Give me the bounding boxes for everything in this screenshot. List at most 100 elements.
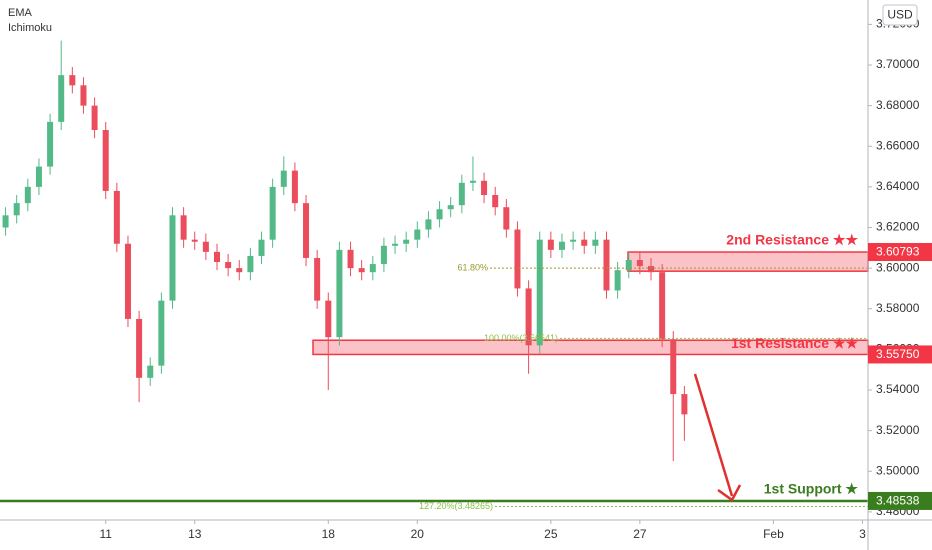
y-tick-label: 3.54000 xyxy=(876,382,920,396)
candle-body xyxy=(69,75,76,86)
y-tick-label: 3.66000 xyxy=(876,138,920,152)
fib-label: 100.00%(3.56541) xyxy=(484,333,558,343)
y-tick-label: 3.70000 xyxy=(876,57,920,71)
candle-body xyxy=(113,190,120,244)
candle-body xyxy=(2,215,9,228)
y-tick-label: 3.58000 xyxy=(876,301,920,315)
projection-arrow-head xyxy=(717,484,742,502)
level-name: 1st Support ★ xyxy=(764,481,859,497)
candle-body xyxy=(481,180,488,195)
candle-body xyxy=(614,270,621,291)
y-tick-label: 3.62000 xyxy=(876,220,920,234)
price-tag xyxy=(868,243,932,262)
candle-body xyxy=(503,207,510,230)
candle-body xyxy=(358,268,365,273)
candle-body xyxy=(547,239,554,250)
candle-body xyxy=(325,300,332,338)
x-tick-label: 25 xyxy=(544,527,558,541)
candle-body xyxy=(47,121,54,167)
candle-body xyxy=(336,249,343,338)
level-name: 2nd Resistance ★★ xyxy=(726,232,858,248)
currency-label: USD xyxy=(887,8,913,22)
level-name: 1st Resistance ★★ xyxy=(731,335,858,351)
price-tag-label: 3.48538 xyxy=(876,494,920,508)
x-tick-label: 20 xyxy=(411,527,425,541)
candle-body xyxy=(347,249,354,269)
candle-body xyxy=(147,365,154,378)
axes: 3.480003.500003.520003.540003.560003.580… xyxy=(99,4,920,541)
candle-body xyxy=(180,215,187,240)
candle-body xyxy=(659,272,666,340)
candle-body xyxy=(124,243,131,319)
candle-body xyxy=(403,239,410,244)
candle-body xyxy=(214,251,220,263)
candle-body xyxy=(369,264,376,273)
candle-body xyxy=(592,239,599,246)
candle-body xyxy=(91,105,98,130)
y-tick-label: 3.68000 xyxy=(876,98,920,112)
candle-body xyxy=(291,170,298,204)
fib-label: 127.20%(3.48265) xyxy=(419,501,493,511)
candle-body xyxy=(102,130,109,191)
candle-body xyxy=(436,209,443,220)
candle-body xyxy=(247,255,254,273)
overlay xyxy=(490,267,868,507)
candle-body xyxy=(80,85,87,106)
price-tag-label: 3.55750 xyxy=(876,347,920,361)
candle-body xyxy=(536,239,543,346)
y-tick-label: 3.64000 xyxy=(876,179,920,193)
y-tick-label: 3.60000 xyxy=(876,260,920,274)
candle-body xyxy=(136,318,143,378)
x-tick-label: 27 xyxy=(633,527,647,541)
candle-body xyxy=(492,195,499,208)
candle-body xyxy=(425,219,432,230)
candle-body xyxy=(158,300,165,366)
candles xyxy=(2,40,688,462)
candle-body xyxy=(280,170,287,187)
indicator-label: Ichimoku xyxy=(8,22,52,34)
candle-body xyxy=(191,239,198,242)
candle-body xyxy=(581,239,588,246)
candle-body xyxy=(236,268,243,273)
labels: 61.80% 100.00%(3.56541) 127.20%(3.48265) 2n… xyxy=(419,232,932,511)
candle-body xyxy=(269,186,276,240)
y-tick-label: 3.50000 xyxy=(876,463,920,477)
candle-body xyxy=(603,239,610,291)
x-tick-label: Feb xyxy=(763,527,784,541)
candle-body xyxy=(258,239,265,256)
price-tag xyxy=(868,345,932,364)
candle-body xyxy=(570,239,577,242)
candle-body xyxy=(303,203,310,258)
price-tag xyxy=(868,491,932,510)
candle-body xyxy=(24,186,31,204)
candle-body xyxy=(202,241,209,252)
currency-box xyxy=(882,4,918,26)
candle-body xyxy=(392,243,399,246)
candle-body xyxy=(169,215,176,301)
candle-body xyxy=(558,241,565,250)
candle-body xyxy=(458,182,465,206)
candle-body xyxy=(58,75,65,122)
candle-body xyxy=(414,229,421,240)
indicator-label: EMA xyxy=(8,7,33,19)
candle-body xyxy=(225,262,232,269)
candle-body xyxy=(681,394,688,415)
candle-body xyxy=(469,180,476,183)
x-tick-label: 3 xyxy=(859,527,866,541)
candle-body xyxy=(514,229,521,289)
candle-body xyxy=(636,260,643,267)
candle-body xyxy=(447,205,454,210)
candle-body xyxy=(380,245,387,265)
x-tick-label: 13 xyxy=(188,527,202,541)
projection-arrow xyxy=(693,373,734,497)
fib-label: 61.80% xyxy=(457,263,488,273)
x-tick-label: 18 xyxy=(322,527,336,541)
candle-body xyxy=(670,339,677,395)
price-tag-label: 3.60793 xyxy=(876,245,920,259)
y-tick-label: 3.52000 xyxy=(876,423,920,437)
candle-body xyxy=(13,203,20,216)
x-tick-label: 11 xyxy=(99,527,112,541)
candle-body xyxy=(314,257,321,301)
